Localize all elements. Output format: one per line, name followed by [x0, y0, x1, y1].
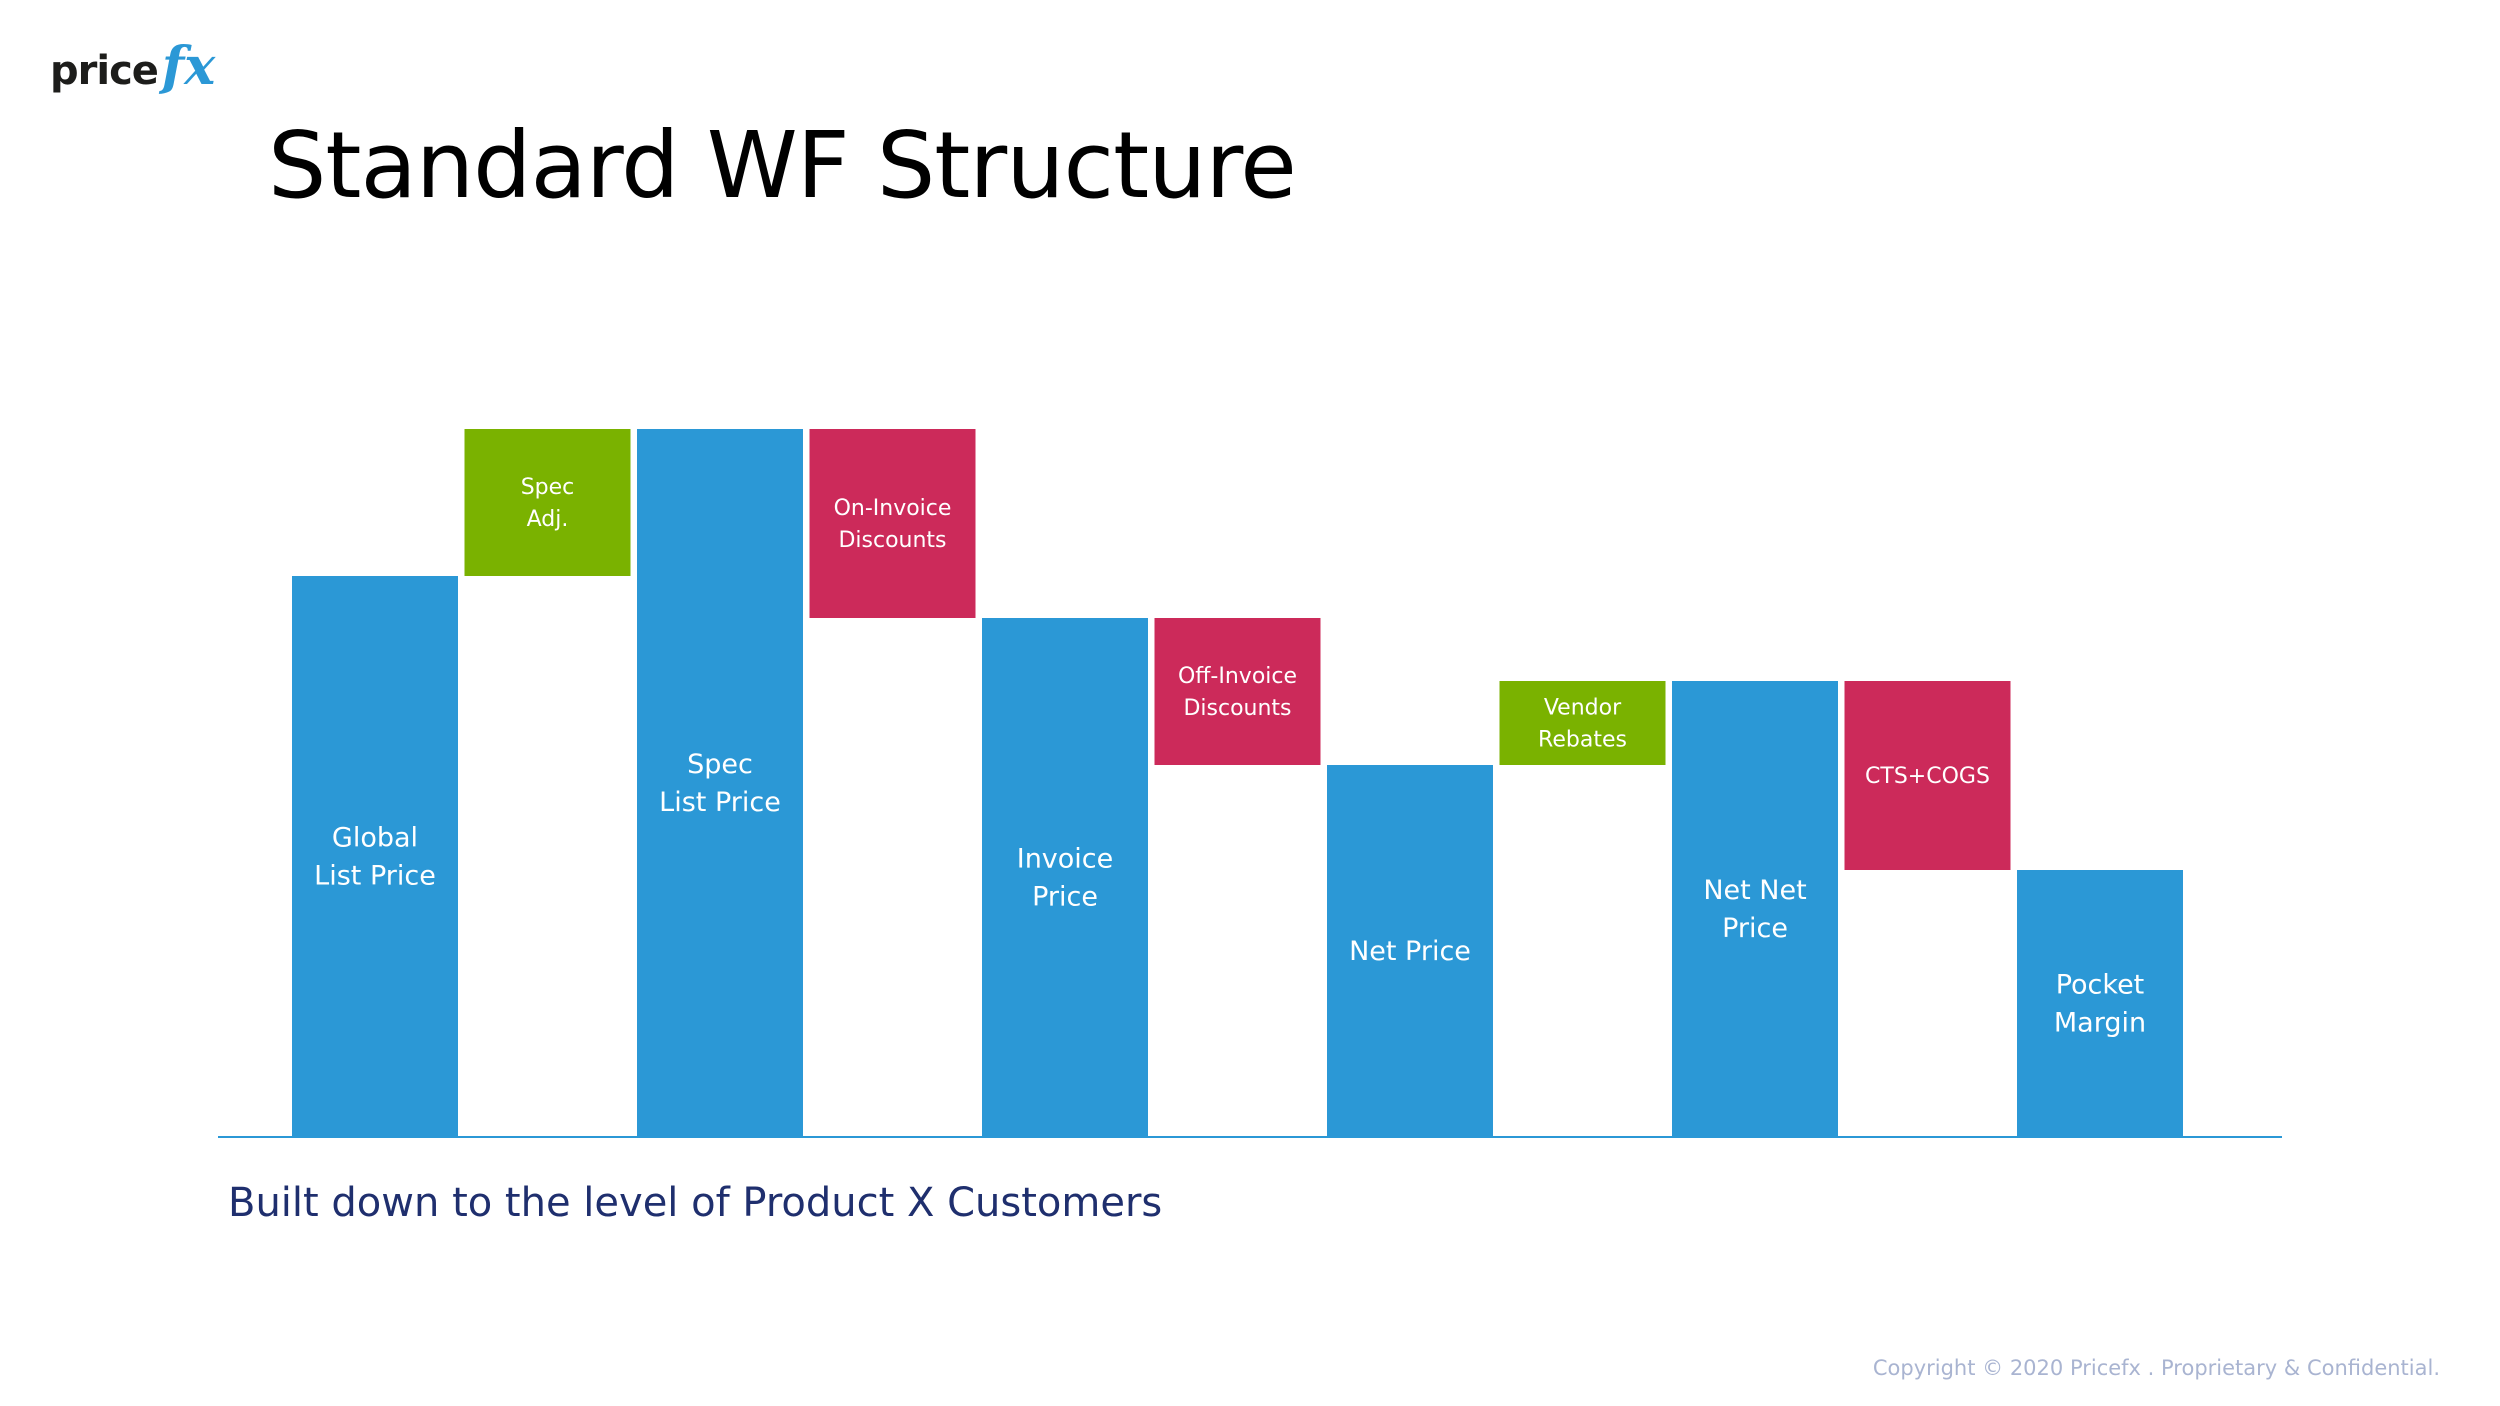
bar-label-invoice-price-0: Invoice [1017, 843, 1114, 874]
bar-off-invoice-discounts [1154, 618, 1321, 765]
logo-word: price [50, 48, 159, 94]
bar-label-invoice-price-1: Price [1032, 881, 1098, 912]
bar-global-list-price [292, 576, 458, 1136]
bar-label-off-invoice-discounts-1: Discounts [1183, 696, 1291, 721]
bar-spec-adj [464, 429, 631, 576]
bar-label-vendor-rebates-0: Vendor [1544, 696, 1622, 721]
bar-label-vendor-rebates-1: Rebates [1538, 728, 1627, 753]
bar-label-cts-cogs-0: CTS+COGS [1865, 764, 1990, 789]
bar-label-net-net-price-1: Price [1722, 913, 1788, 944]
bar-label-on-invoice-discounts-1: Discounts [838, 528, 946, 553]
bar-net-net-price [1672, 681, 1838, 1136]
bar-label-pocket-margin-1: Margin [2054, 1007, 2146, 1038]
bar-net-price [1327, 765, 1493, 1136]
bar-label-spec-adj-1: Adj. [527, 507, 569, 532]
bar-on-invoice-discounts [809, 429, 976, 618]
bar-label-on-invoice-discounts-0: On-Invoice [834, 496, 952, 521]
bar-label-spec-list-price-1: List Price [659, 787, 781, 818]
page-title: Standard WF Structure [268, 112, 1297, 219]
bar-label-net-price-0: Net Price [1349, 936, 1471, 967]
bar-label-spec-list-price-0: Spec [687, 749, 753, 780]
bar-label-net-net-price-0: Net Net [1703, 875, 1806, 906]
bar-vendor-rebates [1499, 681, 1666, 765]
logo-fx: fx [161, 36, 216, 97]
bar-spec-list-price [637, 429, 803, 1136]
page-subtitle: Built down to the level of Product X Cus… [228, 1180, 1163, 1226]
bar-cts-cogs [1844, 681, 2011, 870]
copyright-text: Copyright © 2020 Pricefx . Proprietary &… [1872, 1356, 2440, 1380]
bar-pocket-margin [2017, 870, 2183, 1136]
bar-label-global-list-price-1: List Price [314, 860, 436, 891]
bar-label-pocket-margin-0: Pocket [2056, 969, 2145, 1000]
bar-label-spec-adj-0: Spec [521, 475, 575, 500]
bar-invoice-price [982, 618, 1148, 1136]
bar-label-global-list-price-0: Global [332, 822, 418, 853]
bar-label-off-invoice-discounts-0: Off-Invoice [1178, 664, 1297, 689]
pricefx-logo: price fx [50, 36, 215, 106]
